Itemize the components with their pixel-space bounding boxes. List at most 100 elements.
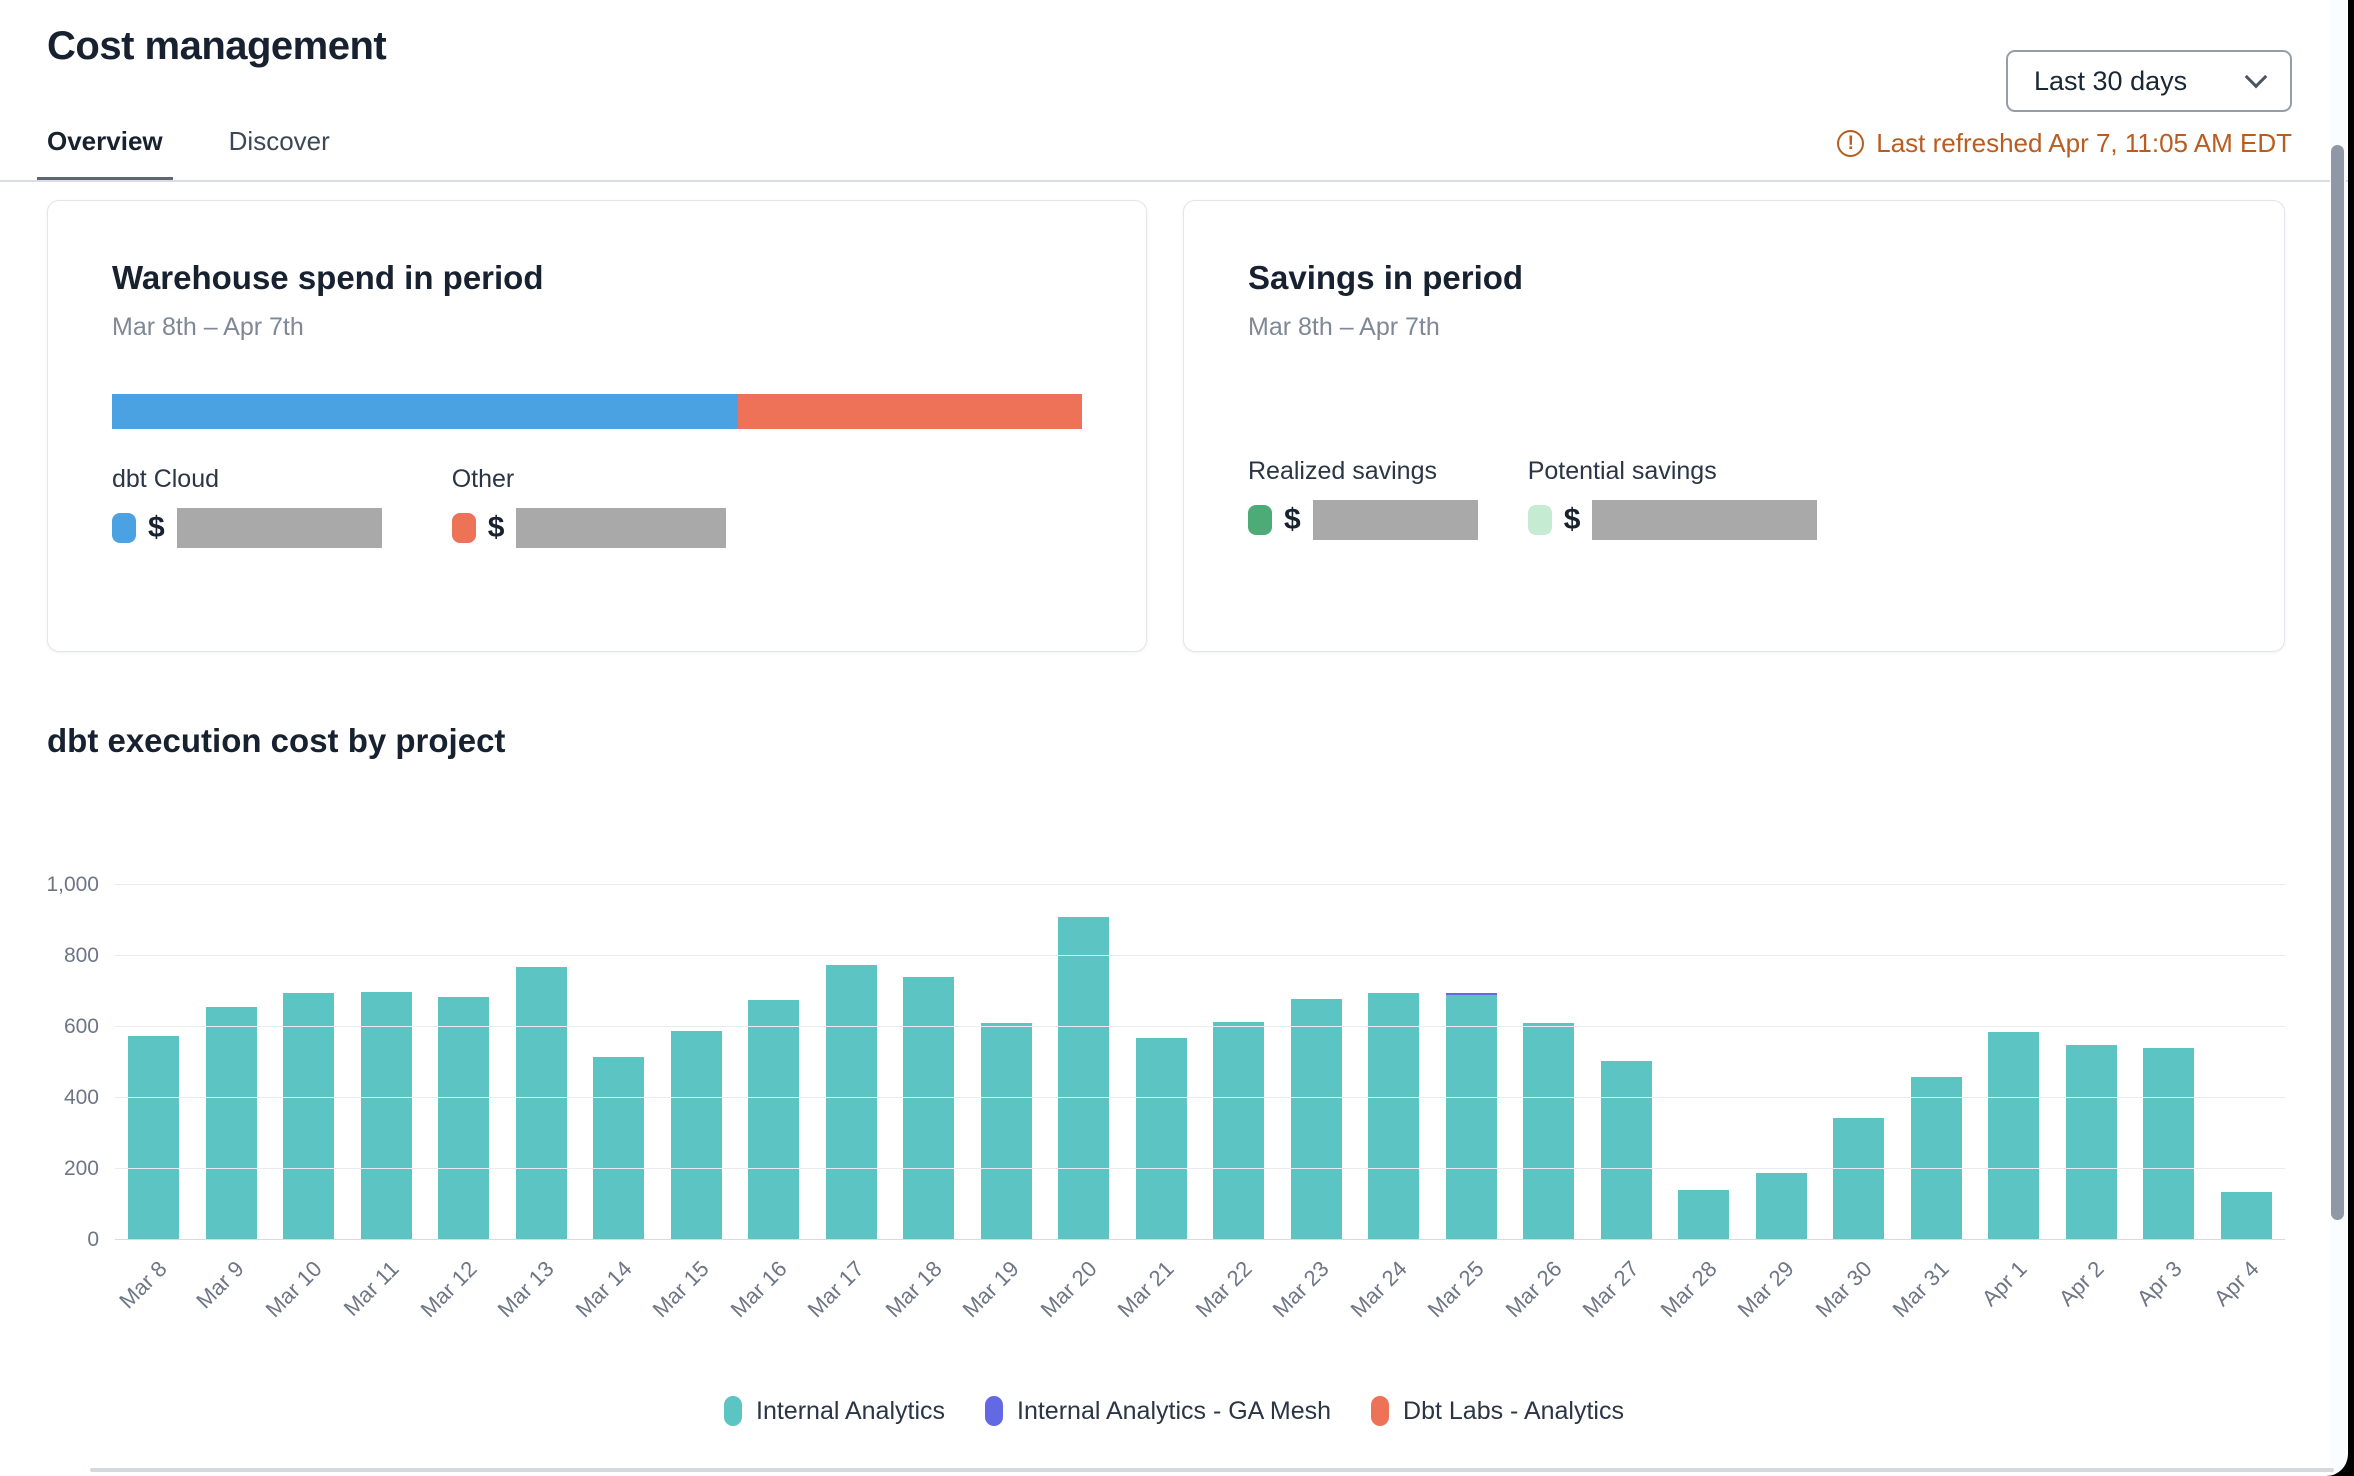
bar-mar-31[interactable] [1910,885,1962,1240]
bar-mar-9[interactable] [205,885,257,1240]
bar-mar-29[interactable] [1755,885,1807,1240]
chart-legend-item[interactable]: Internal Analytics [724,1396,945,1426]
bar-slot [968,885,1046,1240]
chart-x-axis: Mar 8 Mar 9 Mar 10 Mar 11 Mar 12 Mar 13 Mar 14… [114,1240,2285,1350]
chart-legend-item[interactable]: Internal Analytics - GA Mesh [985,1396,1331,1426]
bar-segment[interactable] [1058,916,1110,1240]
bar-slot [1820,885,1898,1240]
bar-slot [270,885,348,1240]
bar-segment[interactable] [1445,995,1497,1240]
spend-segment-dbt-cloud[interactable] [112,394,738,429]
bar-mar-16[interactable] [748,885,800,1240]
bar-apr-1[interactable] [1988,885,2040,1240]
bar-mar-12[interactable] [438,885,490,1240]
bar-mar-26[interactable] [1523,885,1575,1240]
bar-mar-28[interactable] [1678,885,1730,1240]
bar-mar-17[interactable] [825,885,877,1240]
savings-legend: Realized savings $ Potential savings $ [1248,457,2220,540]
date-range-select[interactable]: Last 30 days [2006,50,2292,112]
bar-mar-19[interactable] [980,885,1032,1240]
gridline [115,1168,2285,1169]
bar-segment[interactable] [1600,1060,1652,1240]
bar-segment[interactable] [1755,1172,1807,1240]
chart-plot [115,884,2285,1240]
bar-mar-30[interactable] [1833,885,1885,1240]
card-title: Warehouse spend in period [112,259,544,296]
x-tick-label: Apr 3 [2131,1256,2187,1311]
bar-segment[interactable] [1290,998,1342,1240]
legend-item-potential-savings: Potential savings $ [1527,457,1818,540]
bar-mar-18[interactable] [903,885,955,1240]
last-refreshed-status: ! Last refreshed Apr 7, 11:05 AM EDT [1837,128,2292,159]
bar-segment[interactable] [1988,1032,2040,1240]
bar-segment[interactable] [1523,1023,1575,1240]
bar-segment[interactable] [748,1000,800,1240]
chart-legend-item[interactable]: Dbt Labs - Analytics [1371,1396,1624,1426]
bar-mar-24[interactable] [1368,885,1420,1240]
bar-segment[interactable] [205,1007,257,1240]
bar-segment[interactable] [1135,1037,1187,1240]
bar-apr-2[interactable] [2065,885,2117,1240]
bar-segment[interactable] [2143,1048,2195,1240]
bar-segment[interactable] [2065,1044,2117,1240]
vertical-scrollbar[interactable] [2330,0,2346,1476]
x-tick-label: Mar 26 [1500,1256,1567,1323]
bar-mar-8[interactable] [128,885,180,1240]
bar-slot [115,885,193,1240]
series-name: Internal Analytics - GA Mesh [1017,1396,1332,1425]
bar-mar-14[interactable] [593,885,645,1240]
bar-segment[interactable] [360,991,412,1240]
bar-slot [1588,885,1666,1240]
bar-mar-11[interactable] [360,885,412,1240]
bar-slot [1355,885,1433,1240]
tab-overview[interactable]: Overview [37,126,173,182]
bar-mar-13[interactable] [515,885,567,1240]
spend-segment-other[interactable] [737,394,1082,429]
bar-segment[interactable] [1910,1076,1962,1240]
bar-slot [425,885,503,1240]
x-tick-label: Mar 10 [260,1256,327,1323]
potential-savings-swatch [1527,505,1552,535]
vertical-scrollbar-thumb[interactable] [2331,145,2344,1220]
bar-segment[interactable] [2220,1192,2272,1240]
bar-segment[interactable] [1445,993,1497,996]
bar-mar-27[interactable] [1600,885,1652,1240]
bar-segment[interactable] [283,993,335,1240]
bar-segment[interactable] [1833,1117,1885,1240]
x-tick-label: Mar 31 [1887,1256,1954,1323]
bar-apr-3[interactable] [2143,885,2195,1240]
x-tick-label: Mar 16 [725,1256,792,1323]
bar-mar-21[interactable] [1135,885,1187,1240]
bar-mar-10[interactable] [283,885,335,1240]
horizontal-scrollbar[interactable] [90,1468,2334,1472]
y-tick-label: 600 [63,1015,99,1038]
bar-segment[interactable] [438,996,490,1240]
bar-segment[interactable] [670,1030,722,1240]
bar-segment[interactable] [1213,1021,1265,1240]
bar-mar-20[interactable] [1058,885,1110,1240]
bar-apr-4[interactable] [2220,885,2272,1240]
tab-discover[interactable]: Discover [228,126,330,156]
bar-mar-22[interactable] [1213,885,1265,1240]
series-name: Dbt Labs - Analytics [1403,1396,1624,1425]
x-tick-label: Apr 2 [2054,1256,2109,1311]
x-tick-label: Mar 22 [1190,1256,1257,1323]
x-tick-label: Mar 27 [1577,1256,1644,1323]
bar-segment[interactable] [128,1035,180,1240]
bar-segment[interactable] [1678,1190,1730,1240]
bar-segment[interactable] [593,1057,645,1240]
bar-slot [1123,885,1201,1240]
bar-mar-15[interactable] [670,885,722,1240]
bar-segment[interactable] [903,977,955,1240]
bar-segment[interactable] [515,966,567,1240]
chart-legend: Internal Analytics Internal Analytics - G… [0,1396,2348,1426]
bar-mar-25[interactable] [1445,885,1497,1240]
bar-segment[interactable] [825,964,877,1240]
bar-segment[interactable] [1368,993,1420,1240]
currency-symbol: $ [1563,503,1581,536]
x-tick-label: Mar 19 [957,1256,1024,1323]
legend-label: Realized savings [1248,457,1437,485]
bar-mar-23[interactable] [1290,885,1342,1240]
bar-segment[interactable] [980,1023,1032,1240]
bar-slot [1510,885,1588,1240]
